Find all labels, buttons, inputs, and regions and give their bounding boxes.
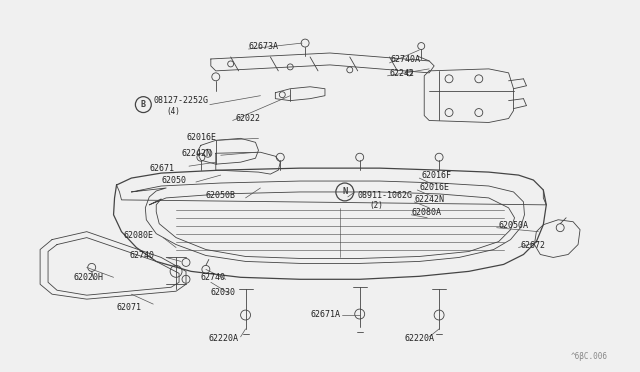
Text: 62016F: 62016F bbox=[421, 171, 451, 180]
Text: (4): (4) bbox=[166, 107, 180, 116]
Text: 62050B: 62050B bbox=[206, 192, 236, 201]
Text: N: N bbox=[342, 187, 348, 196]
Text: 62220A: 62220A bbox=[209, 334, 239, 343]
Text: 62671A: 62671A bbox=[310, 310, 340, 318]
Text: 08127-2252G: 08127-2252G bbox=[153, 96, 208, 105]
Text: 62016E: 62016E bbox=[419, 183, 449, 192]
Text: 62050A: 62050A bbox=[499, 221, 529, 230]
Text: 62740: 62740 bbox=[201, 273, 226, 282]
Text: 62030: 62030 bbox=[211, 288, 236, 297]
Text: 62672: 62672 bbox=[520, 241, 545, 250]
Text: 62242N: 62242N bbox=[414, 195, 444, 204]
Text: (2): (2) bbox=[370, 201, 383, 210]
Text: 62242: 62242 bbox=[390, 69, 415, 78]
Text: 62020H: 62020H bbox=[74, 273, 104, 282]
Text: 62740: 62740 bbox=[129, 251, 154, 260]
Text: 62050: 62050 bbox=[161, 176, 186, 185]
Text: 62220A: 62220A bbox=[404, 334, 435, 343]
Text: 62740A: 62740A bbox=[390, 55, 420, 64]
Text: ^6βC.006: ^6βC.006 bbox=[571, 352, 608, 361]
Text: 62071: 62071 bbox=[116, 302, 141, 312]
Text: 62242N: 62242N bbox=[181, 149, 211, 158]
Text: 62671: 62671 bbox=[149, 164, 174, 173]
Text: 62022: 62022 bbox=[236, 114, 260, 123]
Text: B: B bbox=[141, 100, 146, 109]
Text: 08911-1062G: 08911-1062G bbox=[358, 192, 413, 201]
Text: 62080A: 62080A bbox=[412, 208, 442, 217]
Text: 62673A: 62673A bbox=[248, 42, 278, 51]
Text: 62016E: 62016E bbox=[186, 133, 216, 142]
Text: 62080E: 62080E bbox=[124, 231, 154, 240]
